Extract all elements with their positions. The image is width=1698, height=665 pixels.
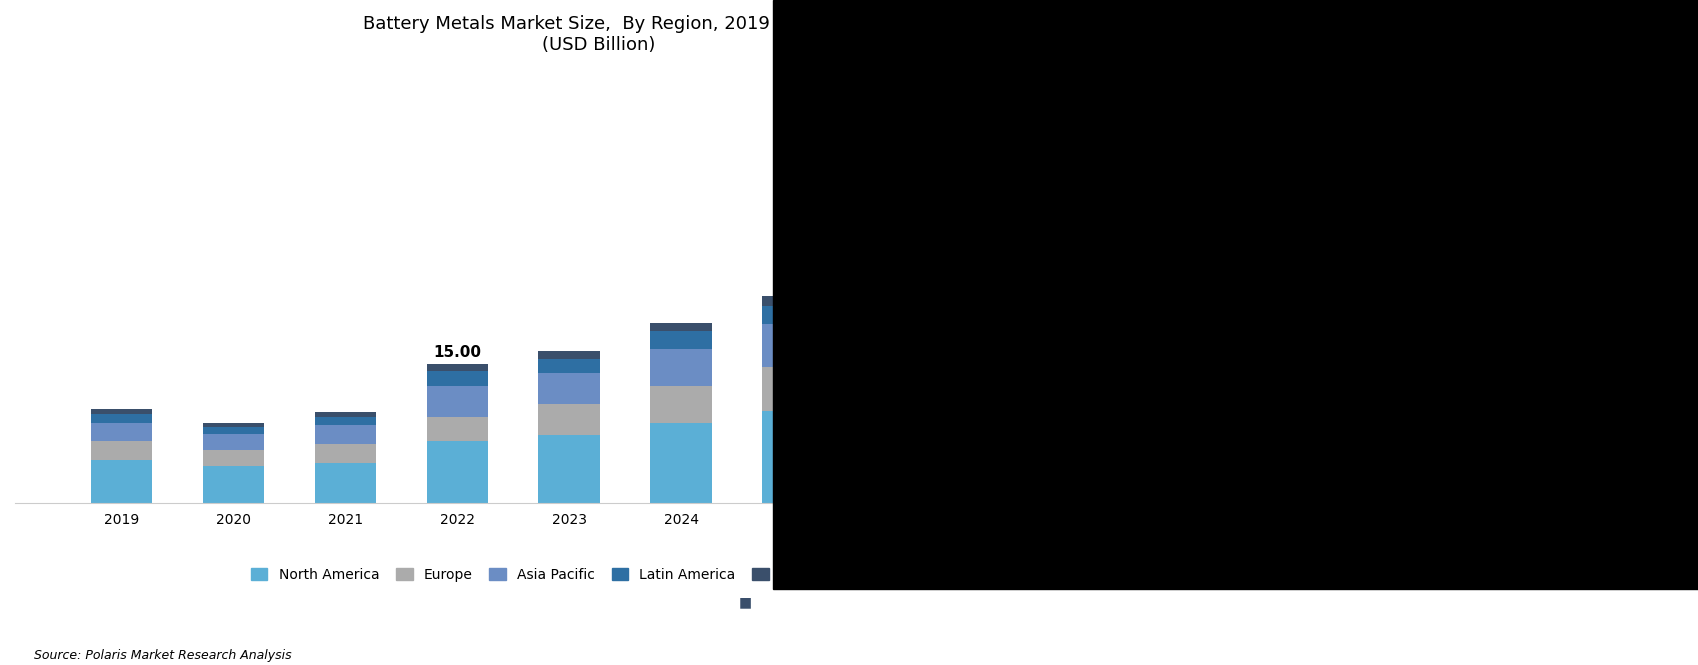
Bar bbox=[1545, 33, 1608, 151]
Bar bbox=[1321, 318, 1384, 503]
Bar bbox=[426, 364, 487, 371]
Bar bbox=[987, 324, 1048, 380]
Bar bbox=[538, 358, 599, 374]
Bar bbox=[202, 434, 265, 450]
Bar bbox=[426, 386, 487, 417]
Bar bbox=[762, 305, 824, 324]
Bar bbox=[426, 371, 487, 386]
Bar bbox=[987, 243, 1048, 269]
Bar bbox=[90, 460, 153, 503]
Bar bbox=[314, 426, 377, 444]
Bar bbox=[650, 423, 711, 503]
Bar bbox=[1545, 151, 1608, 262]
Bar bbox=[538, 404, 599, 436]
Bar bbox=[202, 450, 265, 466]
Bar bbox=[874, 275, 936, 296]
Text: ■: ■ bbox=[739, 595, 752, 609]
Bar bbox=[987, 231, 1048, 243]
Bar bbox=[90, 414, 153, 423]
Bar bbox=[202, 423, 265, 427]
Bar bbox=[426, 417, 487, 442]
Bar bbox=[1211, 138, 1272, 155]
Bar bbox=[90, 442, 153, 460]
Bar bbox=[1321, 80, 1384, 100]
Bar bbox=[1099, 297, 1160, 361]
Bar bbox=[762, 367, 824, 410]
Bar bbox=[874, 345, 936, 394]
Bar bbox=[1099, 200, 1160, 229]
Bar bbox=[762, 324, 824, 367]
Bar bbox=[538, 351, 599, 358]
Bar bbox=[1433, 24, 1496, 46]
Bar bbox=[202, 427, 265, 434]
Bar bbox=[202, 466, 265, 503]
Bar bbox=[1433, 89, 1496, 194]
Bar bbox=[90, 423, 153, 442]
Text: 15.00: 15.00 bbox=[433, 345, 481, 360]
Title: Battery Metals Market Size,  By Region, 2019 - 2032
(USD Billion): Battery Metals Market Size, By Region, 2… bbox=[363, 15, 834, 54]
Bar bbox=[650, 323, 711, 331]
Bar bbox=[1433, 293, 1496, 503]
Bar bbox=[1099, 229, 1160, 297]
Bar bbox=[1099, 186, 1160, 200]
Bar bbox=[650, 348, 711, 386]
Bar bbox=[538, 374, 599, 404]
Bar bbox=[1321, 100, 1384, 138]
Bar bbox=[90, 410, 153, 414]
Bar bbox=[1433, 46, 1496, 89]
Bar bbox=[1321, 231, 1384, 318]
Bar bbox=[987, 380, 1048, 503]
Bar bbox=[1321, 138, 1384, 231]
Bar bbox=[1433, 194, 1496, 293]
Bar bbox=[426, 442, 487, 503]
Bar bbox=[650, 331, 711, 348]
Bar bbox=[762, 410, 824, 503]
Bar bbox=[1211, 269, 1272, 342]
Bar bbox=[314, 444, 377, 462]
Bar bbox=[1211, 188, 1272, 269]
Legend: North America, Europe, Asia Pacific, Latin America, : North America, Europe, Asia Pacific, Lat… bbox=[245, 562, 786, 587]
Bar bbox=[1211, 155, 1272, 188]
Bar bbox=[314, 417, 377, 426]
Text: Source: Polaris Market Research Analysis: Source: Polaris Market Research Analysis bbox=[34, 648, 292, 662]
Bar bbox=[314, 412, 377, 417]
Bar bbox=[987, 269, 1048, 324]
Bar bbox=[1211, 342, 1272, 503]
Bar bbox=[874, 394, 936, 503]
Bar bbox=[874, 296, 936, 345]
Bar bbox=[314, 462, 377, 503]
Bar bbox=[762, 296, 824, 305]
Bar bbox=[538, 436, 599, 503]
Bar bbox=[650, 386, 711, 423]
Bar bbox=[874, 263, 936, 275]
Bar bbox=[1545, 262, 1608, 503]
Bar bbox=[1545, 0, 1608, 33]
Bar bbox=[1099, 361, 1160, 503]
